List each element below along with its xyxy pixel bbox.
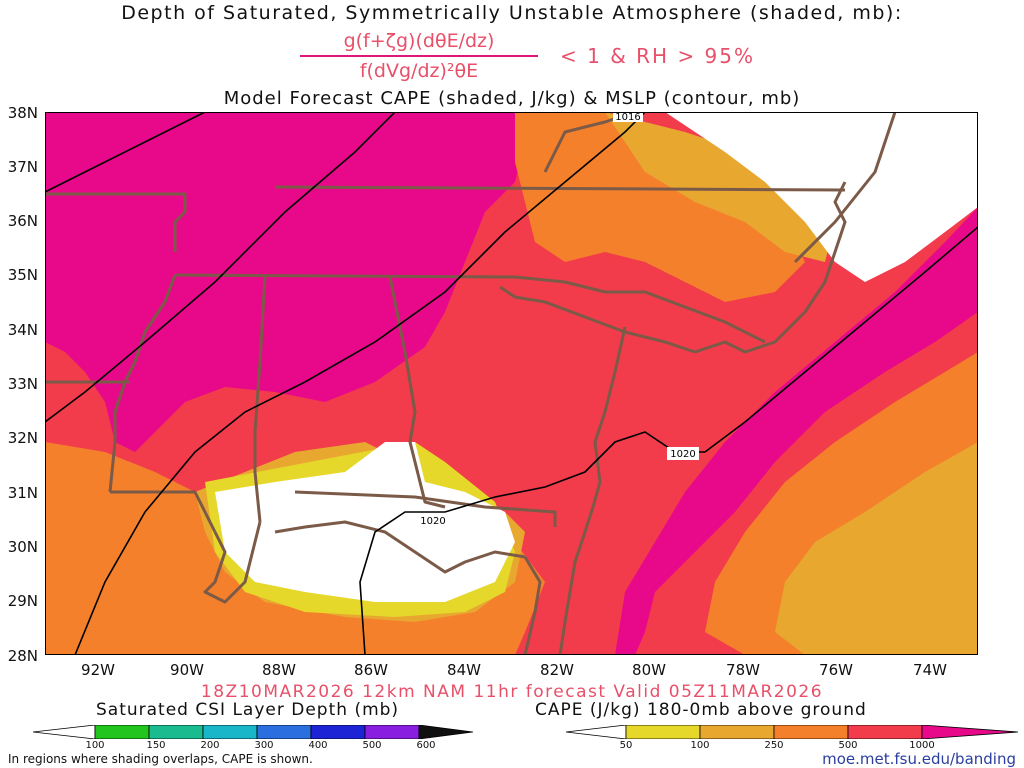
cape-100-region-atlantic bbox=[775, 442, 978, 655]
lat-label: 28N bbox=[7, 647, 38, 665]
state-boundaries bbox=[45, 112, 897, 655]
lon-label: 76W bbox=[819, 661, 853, 679]
cape-tick: 1000 bbox=[909, 740, 935, 751]
csi-tick: 500 bbox=[362, 740, 382, 751]
cape-tick: 500 bbox=[838, 740, 858, 751]
cape-250-region-north bbox=[515, 112, 805, 302]
csi-bin bbox=[418, 725, 473, 739]
formula-numerator: g(f+ζg)(dθE/dz) bbox=[343, 30, 495, 52]
lon-label: 90W bbox=[170, 661, 204, 679]
cape-1000-region-coastal bbox=[615, 207, 978, 655]
csi-tick: 150 bbox=[146, 740, 166, 751]
lat-label: 32N bbox=[7, 429, 38, 447]
lon-label: 78W bbox=[726, 661, 760, 679]
csi-bin bbox=[148, 725, 204, 739]
contour-label-text: 1020 bbox=[670, 449, 695, 460]
cape-colorbar bbox=[566, 725, 1018, 739]
credit-link[interactable]: moe.met.fsu.edu/banding bbox=[822, 750, 1016, 768]
cape-bin bbox=[847, 725, 923, 739]
cape-1000-region-north bbox=[45, 112, 525, 452]
lat-label: 30N bbox=[7, 538, 38, 556]
csi-colorbar-title: Saturated CSI Layer Depth (mb) bbox=[96, 700, 400, 720]
contour-label-text: 1016 bbox=[615, 112, 640, 123]
overlap-note: In regions where shading overlaps, CAPE … bbox=[8, 752, 313, 766]
csi-bin bbox=[364, 725, 420, 739]
chart-subtitle: Model Forecast CAPE (shaded, J/kg) & MSL… bbox=[223, 88, 801, 109]
csi-bin bbox=[256, 725, 312, 739]
cape-bin bbox=[921, 725, 1018, 739]
lon-label: 86W bbox=[354, 661, 388, 679]
cape-tick: 250 bbox=[764, 740, 784, 751]
lat-label: 33N bbox=[7, 375, 38, 393]
lat-label: 36N bbox=[7, 212, 38, 230]
csi-bin bbox=[202, 725, 258, 739]
csi-bin bbox=[310, 725, 366, 739]
formula: g(f+ζg)(dθE/dz) f(dVg/dz)²θE bbox=[300, 28, 538, 84]
lat-label: 29N bbox=[7, 592, 38, 610]
lat-label: 34N bbox=[7, 321, 38, 339]
lon-label: 74W bbox=[913, 661, 947, 679]
cape-tick: 50 bbox=[619, 740, 633, 751]
contour-label-1020-gulf: 1020 bbox=[417, 514, 449, 527]
csi-tick: 200 bbox=[200, 740, 220, 751]
cape-bin bbox=[773, 725, 849, 739]
contour-label-text: 1020 bbox=[420, 516, 445, 527]
contour-label-1016: 1016 bbox=[613, 112, 643, 123]
lon-label: 84W bbox=[447, 661, 481, 679]
lon-label: 92W bbox=[81, 661, 115, 679]
csi-bin bbox=[33, 725, 96, 739]
cape-bin bbox=[566, 725, 627, 739]
low-cape-gulf bbox=[215, 442, 515, 602]
run-info: 18Z10MAR2026 12km NAM 11hr forecast Vali… bbox=[200, 682, 824, 702]
chart-title: Depth of Saturated, Symmetrically Unstab… bbox=[121, 2, 903, 24]
lat-label: 38N bbox=[7, 104, 38, 122]
map-frame bbox=[45, 112, 978, 655]
lon-label: 82W bbox=[540, 661, 574, 679]
cape-bin bbox=[625, 725, 701, 739]
lon-label: 80W bbox=[632, 661, 666, 679]
cape-tick: 100 bbox=[690, 740, 710, 751]
csi-tick: 600 bbox=[416, 740, 436, 751]
contour-label-1020-east: 1020 bbox=[667, 447, 699, 460]
lat-label: 35N bbox=[7, 266, 38, 284]
csi-bin bbox=[94, 725, 150, 739]
cape-100-region-north bbox=[605, 112, 835, 262]
formula-denominator: f(dVg/dz)²θE bbox=[359, 60, 479, 82]
cape-colorbar-title: CAPE (J/kg) 180-0mb above ground bbox=[535, 700, 867, 720]
csi-colorbar bbox=[33, 725, 473, 739]
forecast-map: 1016 1020 1020 bbox=[45, 112, 978, 655]
lat-label: 31N bbox=[7, 484, 38, 502]
lat-label: 37N bbox=[7, 158, 38, 176]
formula-condition: < 1 & RH > 95% bbox=[560, 44, 756, 68]
mslp-contours bbox=[45, 112, 978, 655]
csi-tick: 300 bbox=[254, 740, 274, 751]
csi-tick: 100 bbox=[85, 740, 105, 751]
csi-tick: 400 bbox=[308, 740, 328, 751]
low-cape-northeast bbox=[665, 112, 978, 282]
fraction-bar bbox=[300, 55, 538, 57]
cape-bin bbox=[699, 725, 775, 739]
lon-label: 88W bbox=[262, 661, 296, 679]
